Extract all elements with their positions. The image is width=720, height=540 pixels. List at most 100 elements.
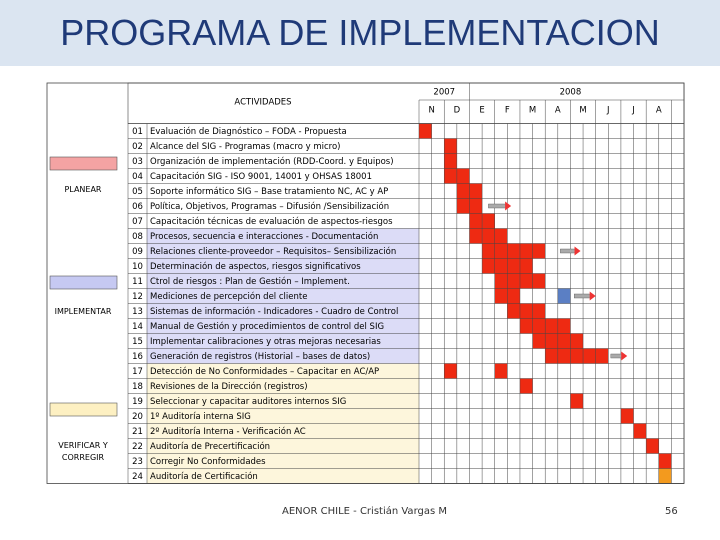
- row-number: 01: [132, 127, 143, 137]
- row-number: 02: [132, 142, 143, 152]
- row-background: [147, 393, 419, 409]
- schedule-cell: [444, 138, 457, 154]
- schedule-cell: [456, 198, 470, 214]
- schedule-cell: [545, 318, 558, 334]
- arrow-shaft: [488, 203, 507, 209]
- schedule-cell: [532, 243, 546, 259]
- activity: Mediciones de percepción del cliente: [150, 291, 307, 302]
- activity: Generación de registros (Historial – bas…: [150, 351, 370, 362]
- schedule-cell: [507, 243, 520, 259]
- schedule-cell: [658, 468, 672, 484]
- activity: Implementar calibraciones y otras mejora…: [150, 337, 381, 347]
- row-number: 05: [132, 187, 143, 197]
- row-background: [147, 453, 419, 469]
- row-number: 16: [132, 352, 143, 362]
- arrow-head: [574, 246, 581, 256]
- year-label: 2007: [433, 88, 455, 98]
- schedule-cell: [532, 303, 546, 319]
- row-background: [147, 258, 419, 274]
- schedule-cell: [557, 318, 571, 334]
- row-number: 20: [132, 412, 143, 422]
- month-label: J: [631, 106, 635, 116]
- schedule-cell: [583, 348, 596, 364]
- row-background: [147, 378, 419, 394]
- schedule-cell: [519, 303, 533, 319]
- row-number: 13: [132, 307, 143, 317]
- activity: Evaluación de Diagnóstico – FODA - Propu…: [150, 126, 347, 137]
- row-background: [147, 468, 419, 484]
- activity: Detección de No Conformidades – Capacita…: [150, 366, 379, 377]
- activity: Determinación de aspectos, riesgos signi…: [150, 261, 361, 272]
- arrow-shaft: [574, 293, 591, 299]
- row-number: 15: [132, 337, 143, 347]
- activity: Seleccionar y capacitar auditores intern…: [150, 397, 346, 407]
- schedule-cell: [482, 213, 495, 229]
- phase-swatch: [49, 275, 118, 290]
- row-background: [147, 303, 419, 319]
- month-label: D: [454, 106, 461, 116]
- month-label: N: [428, 106, 434, 116]
- schedule-cell: [557, 333, 571, 349]
- arrow-head: [621, 351, 628, 361]
- row-background: [147, 348, 419, 364]
- row-background: [147, 198, 419, 214]
- slide-title: PROGRAMA DE IMPLEMENTACION: [0, 0, 720, 66]
- row-background: [147, 423, 419, 439]
- schedule-cell: [469, 228, 483, 244]
- row-background: [147, 363, 419, 379]
- column-header: ACTIVIDADES: [234, 98, 291, 108]
- activity: Revisiones de la Dirección (registros): [150, 381, 308, 392]
- row-number: 03: [132, 157, 143, 167]
- month-label: A: [555, 106, 561, 116]
- schedule-cell: [557, 288, 571, 304]
- schedule-cell: [532, 273, 546, 289]
- month-label: E: [479, 106, 484, 116]
- activity: Corregir No Conformidades: [150, 457, 266, 467]
- activity: Ctrol de riesgos : Plan de Gestión – Imp…: [150, 276, 350, 287]
- activity: Relaciones cliente-proveedor – Requisito…: [150, 246, 396, 257]
- arrow-head: [505, 201, 512, 211]
- schedule-cell: [507, 303, 520, 319]
- schedule-cell: [494, 243, 508, 259]
- footer-author: AENOR CHILE - Cristián Vargas M: [282, 506, 447, 517]
- phase-label: IMPLEMENTAR: [54, 307, 112, 316]
- schedule-cell: [482, 258, 495, 274]
- activity: Capacitación SIG - ISO 9001, 14001 y OHS…: [150, 171, 372, 182]
- schedule-cell: [545, 348, 558, 364]
- row-background: [147, 228, 419, 244]
- phase-label: PLANEAR: [64, 185, 102, 194]
- schedule-cell: [494, 273, 508, 289]
- row-background: [147, 168, 419, 184]
- schedule-cell: [444, 363, 457, 379]
- row-background: [147, 153, 419, 169]
- schedule-cell: [419, 123, 432, 139]
- schedule-cell: [444, 153, 457, 169]
- activity: Organización de implementación (RDD-Coor…: [150, 156, 394, 167]
- row-background: [147, 213, 419, 229]
- row-number: 10: [132, 262, 143, 272]
- month-label: F: [505, 106, 510, 116]
- schedule-cell: [482, 228, 495, 244]
- arrow-head: [589, 291, 596, 301]
- schedule-cell: [507, 258, 520, 274]
- month-label: J: [606, 106, 610, 116]
- activity: Auditoría de Precertificación: [150, 441, 270, 452]
- row-number: 17: [132, 367, 143, 377]
- schedule-cell: [444, 168, 457, 184]
- row-number: 07: [132, 217, 143, 227]
- schedule-cell: [532, 318, 546, 334]
- row-background: [147, 333, 419, 349]
- schedule-cell: [658, 453, 672, 469]
- schedule-cell: [482, 243, 495, 259]
- year-label: 2008: [560, 88, 582, 98]
- schedule-cell: [545, 333, 558, 349]
- header-box: [127, 82, 685, 124]
- schedule-cell: [519, 243, 533, 259]
- row-number: 04: [132, 172, 143, 182]
- schedule-cell: [519, 273, 533, 289]
- schedule-cell: [532, 333, 546, 349]
- row-background: [147, 288, 419, 304]
- month-label: M: [529, 106, 536, 116]
